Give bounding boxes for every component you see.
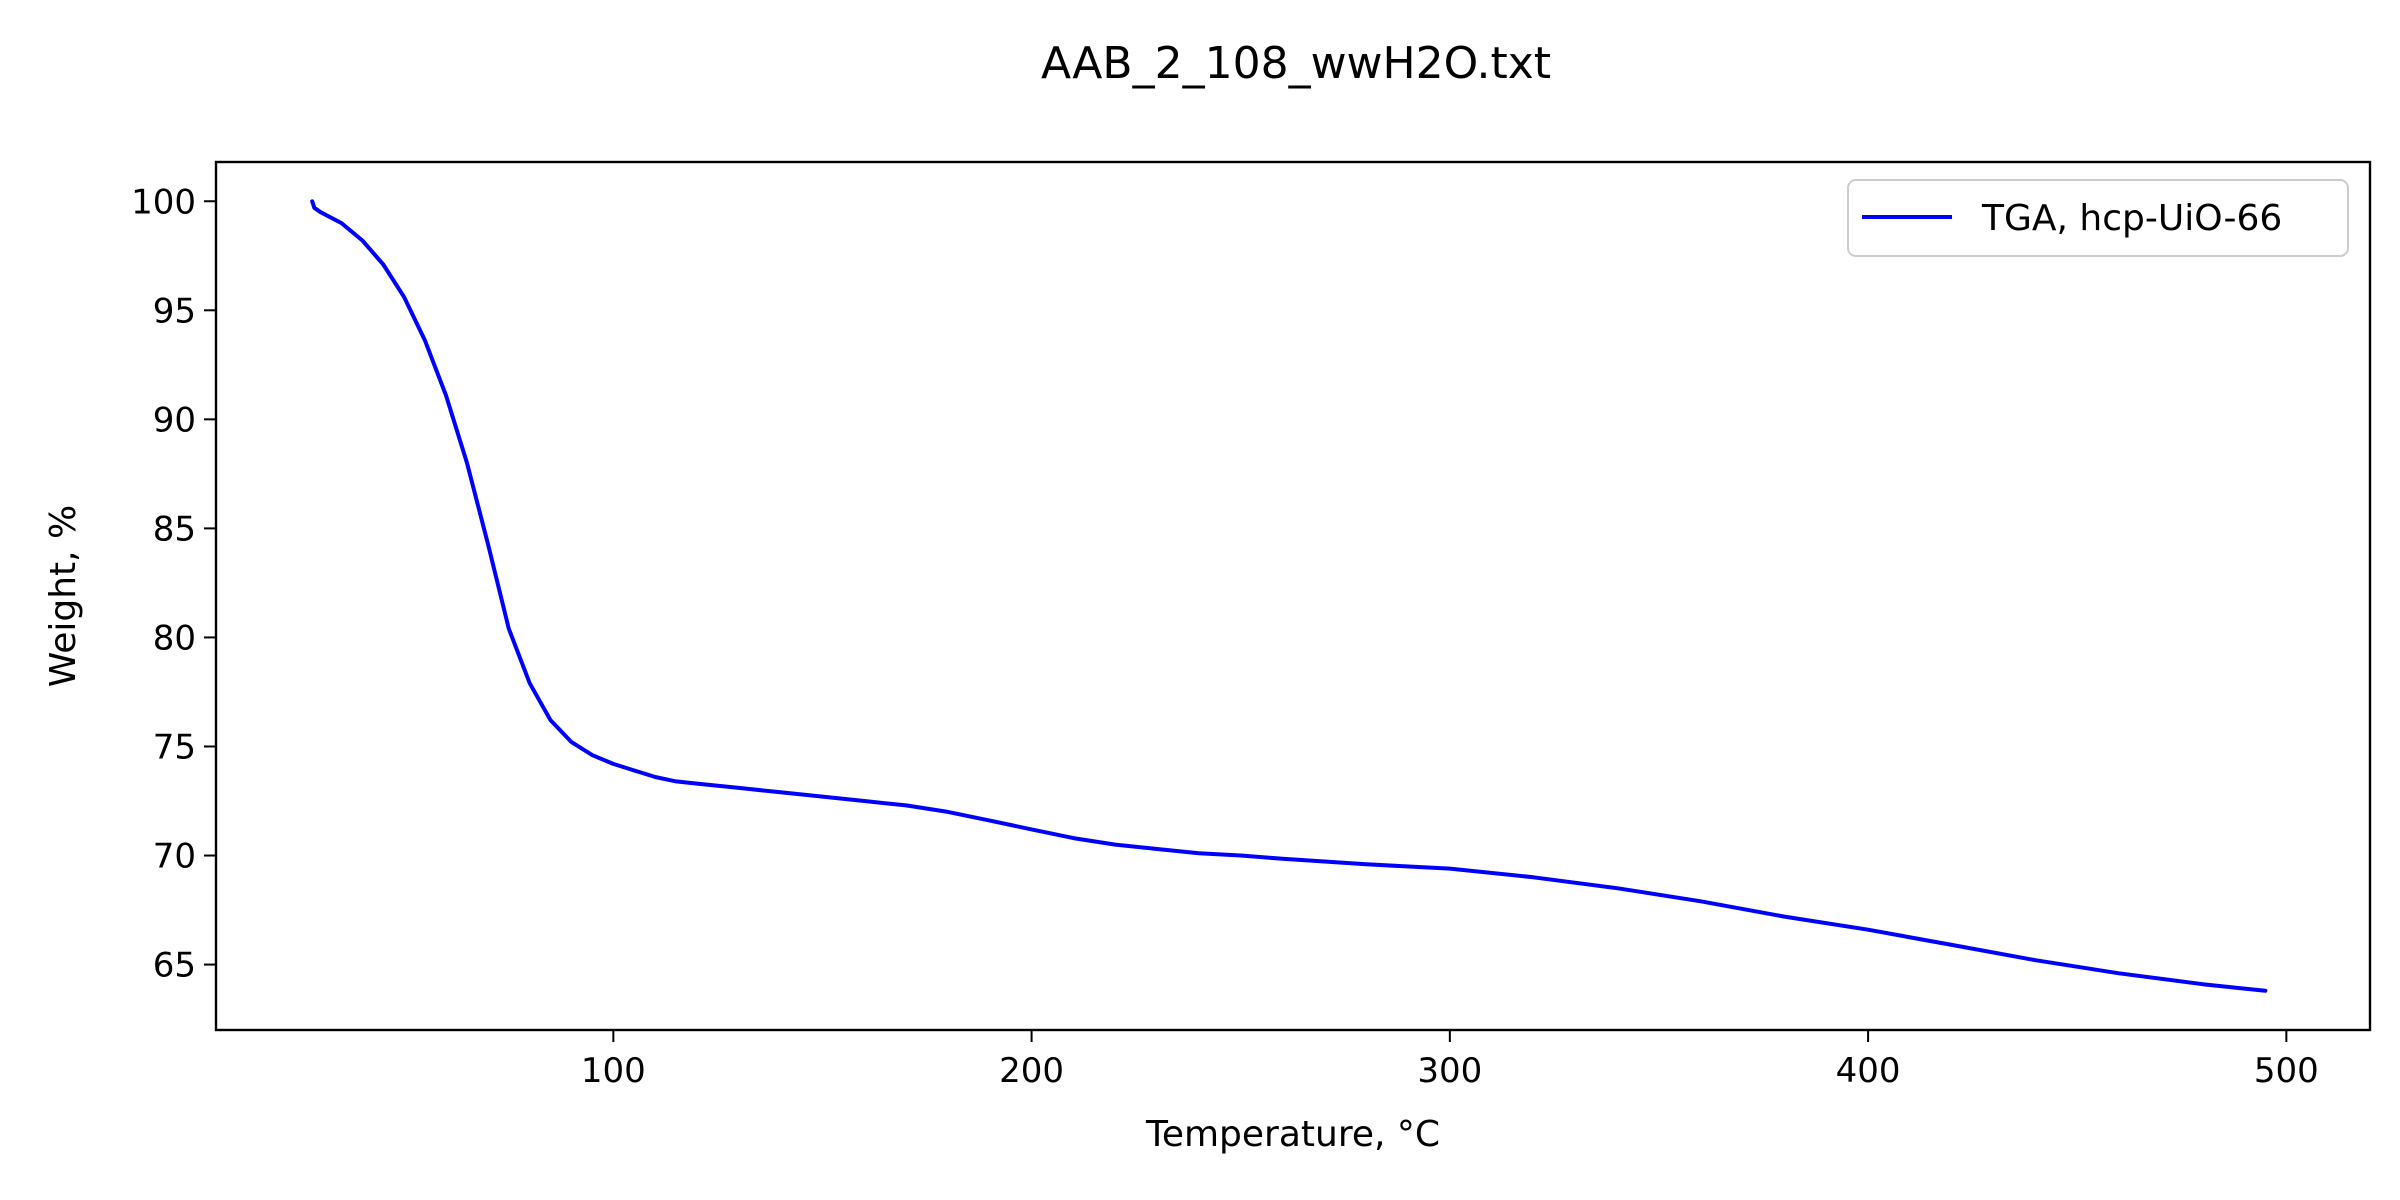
x-tick-label-200: 200 [999,1051,1064,1091]
plot-frame [214,160,2372,1032]
y-tick-label-100: 100 [131,182,196,222]
y-tick-label-65: 65 [153,946,196,986]
legend-box [1847,179,2349,257]
x-axis-label: Temperature, °C [1145,1114,1440,1155]
y-tick-label-80: 80 [153,618,196,658]
y-tick-label-85: 85 [153,509,196,549]
legend-label-tga: TGA, hcp-UiO-66 [1981,198,2282,239]
series-line-0 [310,199,2268,993]
legend: TGA, hcp-UiO-66 [1847,179,2349,257]
x-tick-label-300: 300 [1417,1051,1482,1091]
y-tick-label-90: 90 [153,400,196,440]
y-tick-label-70: 70 [153,837,196,877]
plot-area [310,199,2268,993]
x-tick-label-100: 100 [581,1051,646,1091]
x-tick-label-400: 400 [1836,1051,1901,1091]
axis-ticks: 100 200 300 400 500 65 70 75 80 85 90 95 100 [131,182,2319,1091]
chart-title: AAB_2_108_wwH2O.txt [1041,38,1551,89]
y-axis-label: Weight, % [43,505,84,688]
y-tick-label-75: 75 [153,727,196,767]
y-tick-label-95: 95 [153,291,196,331]
x-tick-label-500: 500 [2254,1051,2319,1091]
